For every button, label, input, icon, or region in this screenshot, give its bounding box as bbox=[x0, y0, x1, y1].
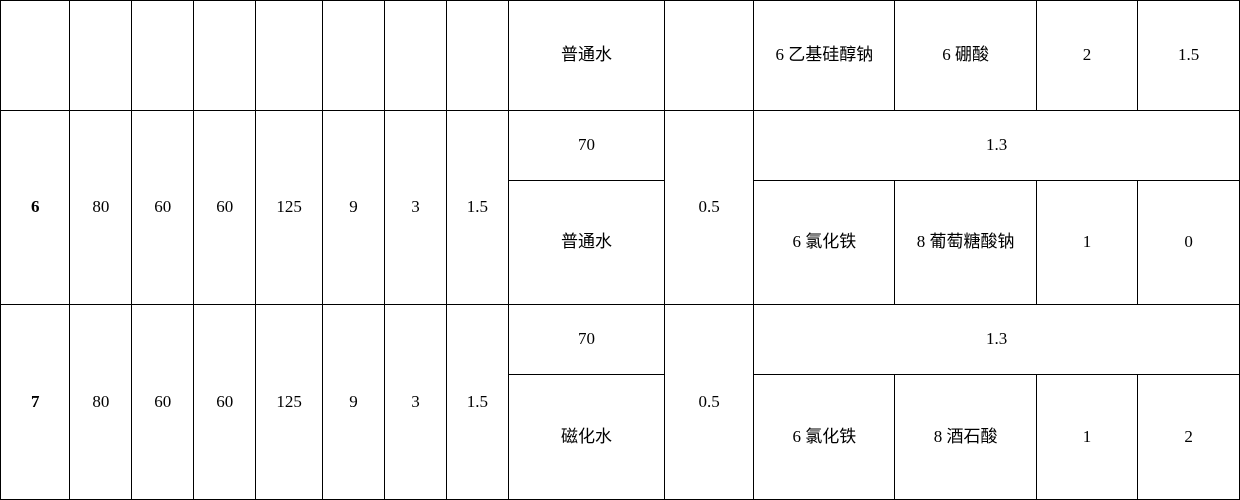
table-row: 普通水 6 乙基硅醇钠 6 硼酸 2 1.5 bbox=[1, 1, 1240, 111]
cell: 2 bbox=[1138, 375, 1240, 500]
cell: 1.5 bbox=[446, 110, 508, 305]
cell: 3 bbox=[385, 305, 447, 500]
cell: 125 bbox=[256, 305, 323, 500]
cell: 0 bbox=[1138, 180, 1240, 305]
cell bbox=[70, 1, 132, 111]
cell bbox=[446, 1, 508, 111]
cell: 6 氯化铁 bbox=[754, 375, 895, 500]
cell: 6 氯化铁 bbox=[754, 180, 895, 305]
data-table: 普通水 6 乙基硅醇钠 6 硼酸 2 1.5 6 80 60 60 125 9 … bbox=[0, 0, 1240, 500]
cell: 0.5 bbox=[665, 305, 754, 500]
table-row: 6 80 60 60 125 9 3 1.5 70 0.5 1.3 bbox=[1, 110, 1240, 180]
cell: 2 bbox=[1036, 1, 1138, 111]
cell: 1 bbox=[1036, 375, 1138, 500]
table-row: 7 80 60 60 125 9 3 1.5 70 0.5 1.3 bbox=[1, 305, 1240, 375]
cell: 普通水 bbox=[508, 1, 664, 111]
cell: 80 bbox=[70, 110, 132, 305]
cell: 8 酒石酸 bbox=[895, 375, 1036, 500]
cell: 1.5 bbox=[446, 305, 508, 500]
cell: 60 bbox=[194, 305, 256, 500]
merged-cell: 1.3 bbox=[754, 110, 1240, 180]
merged-cell: 1.3 bbox=[754, 305, 1240, 375]
row-label: 7 bbox=[1, 305, 70, 500]
cell: 0.5 bbox=[665, 110, 754, 305]
cell: 70 bbox=[508, 305, 664, 375]
row-label: 6 bbox=[1, 110, 70, 305]
cell: 80 bbox=[70, 305, 132, 500]
cell: 8 葡萄糖酸钠 bbox=[895, 180, 1036, 305]
cell: 125 bbox=[256, 110, 323, 305]
cell bbox=[256, 1, 323, 111]
cell bbox=[665, 1, 754, 111]
cell: 1.5 bbox=[1138, 1, 1240, 111]
cell bbox=[385, 1, 447, 111]
cell: 普通水 bbox=[508, 180, 664, 305]
cell: 60 bbox=[132, 110, 194, 305]
cell bbox=[1, 1, 70, 111]
cell: 60 bbox=[194, 110, 256, 305]
cell: 6 硼酸 bbox=[895, 1, 1036, 111]
cell bbox=[194, 1, 256, 111]
data-table-fragment: 普通水 6 乙基硅醇钠 6 硼酸 2 1.5 6 80 60 60 125 9 … bbox=[0, 0, 1240, 500]
cell bbox=[323, 1, 385, 111]
cell: 60 bbox=[132, 305, 194, 500]
cell bbox=[132, 1, 194, 111]
cell: 9 bbox=[323, 305, 385, 500]
cell: 1 bbox=[1036, 180, 1138, 305]
cell: 6 乙基硅醇钠 bbox=[754, 1, 895, 111]
cell: 3 bbox=[385, 110, 447, 305]
cell: 9 bbox=[323, 110, 385, 305]
cell: 磁化水 bbox=[508, 375, 664, 500]
cell: 70 bbox=[508, 110, 664, 180]
